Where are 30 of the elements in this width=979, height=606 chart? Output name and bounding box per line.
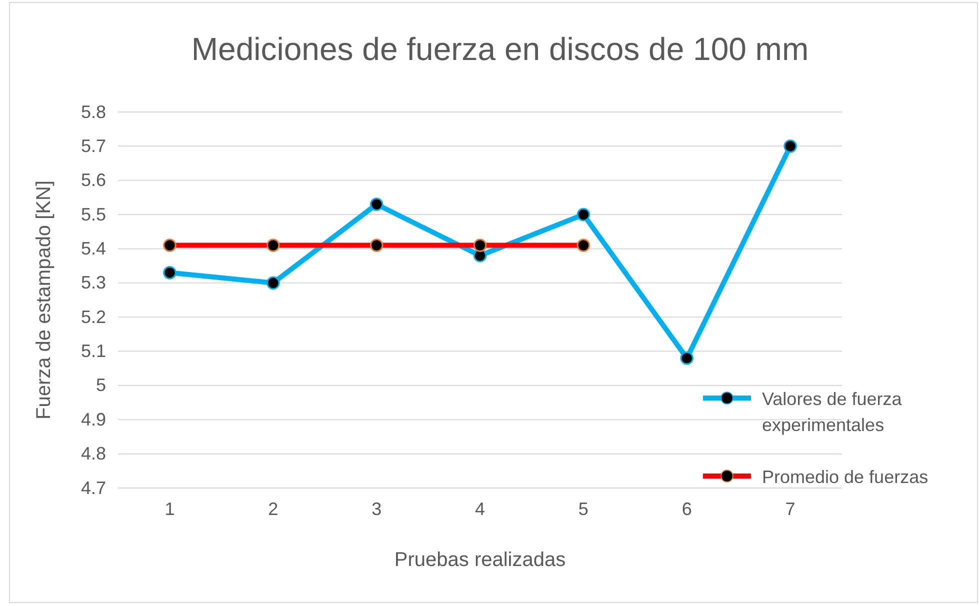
y-axis-title: Fuerza de estampado [KN] [33,180,55,420]
y-tick-label: 5.3 [80,272,106,293]
legend-label: Promedio de fuerzas [762,467,928,487]
x-tick-label: 7 [785,498,796,519]
y-tick-label: 5 [96,375,106,396]
legend-label: Valores de fuerza experimentales [762,389,903,435]
y-tick-label: 4.9 [80,409,106,430]
x-tick-label: 2 [268,498,278,519]
point [784,140,797,153]
x-tick-label: 6 [682,498,692,519]
point [266,276,280,290]
y-tick-label: 5.4 [80,238,106,258]
x-tick-label: 4 [474,498,486,519]
point [576,208,590,222]
point [163,266,176,280]
y-tick-label: 5.7 [80,136,106,156]
x-tick-label: 3 [372,498,382,519]
y-tick-label: 5.5 [80,204,106,224]
point [370,198,384,211]
y-tick-label: 5.6 [80,170,106,190]
chart-title: Mediciones de fuerza en discos de 100 mm [191,31,809,67]
y-tick-label: 4.7 [80,478,106,498]
y-tick-label: 4.8 [80,444,106,464]
x-axis-title: Pruebas realizadas [394,549,566,571]
y-tick-label: 5.8 [80,102,106,122]
x-tick-label: 5 [578,498,588,519]
y-tick-label: 5.2 [80,306,106,327]
y-tick-label: 5.1 [80,341,106,362]
point [680,351,694,365]
x-tick-label: 1 [164,498,175,519]
